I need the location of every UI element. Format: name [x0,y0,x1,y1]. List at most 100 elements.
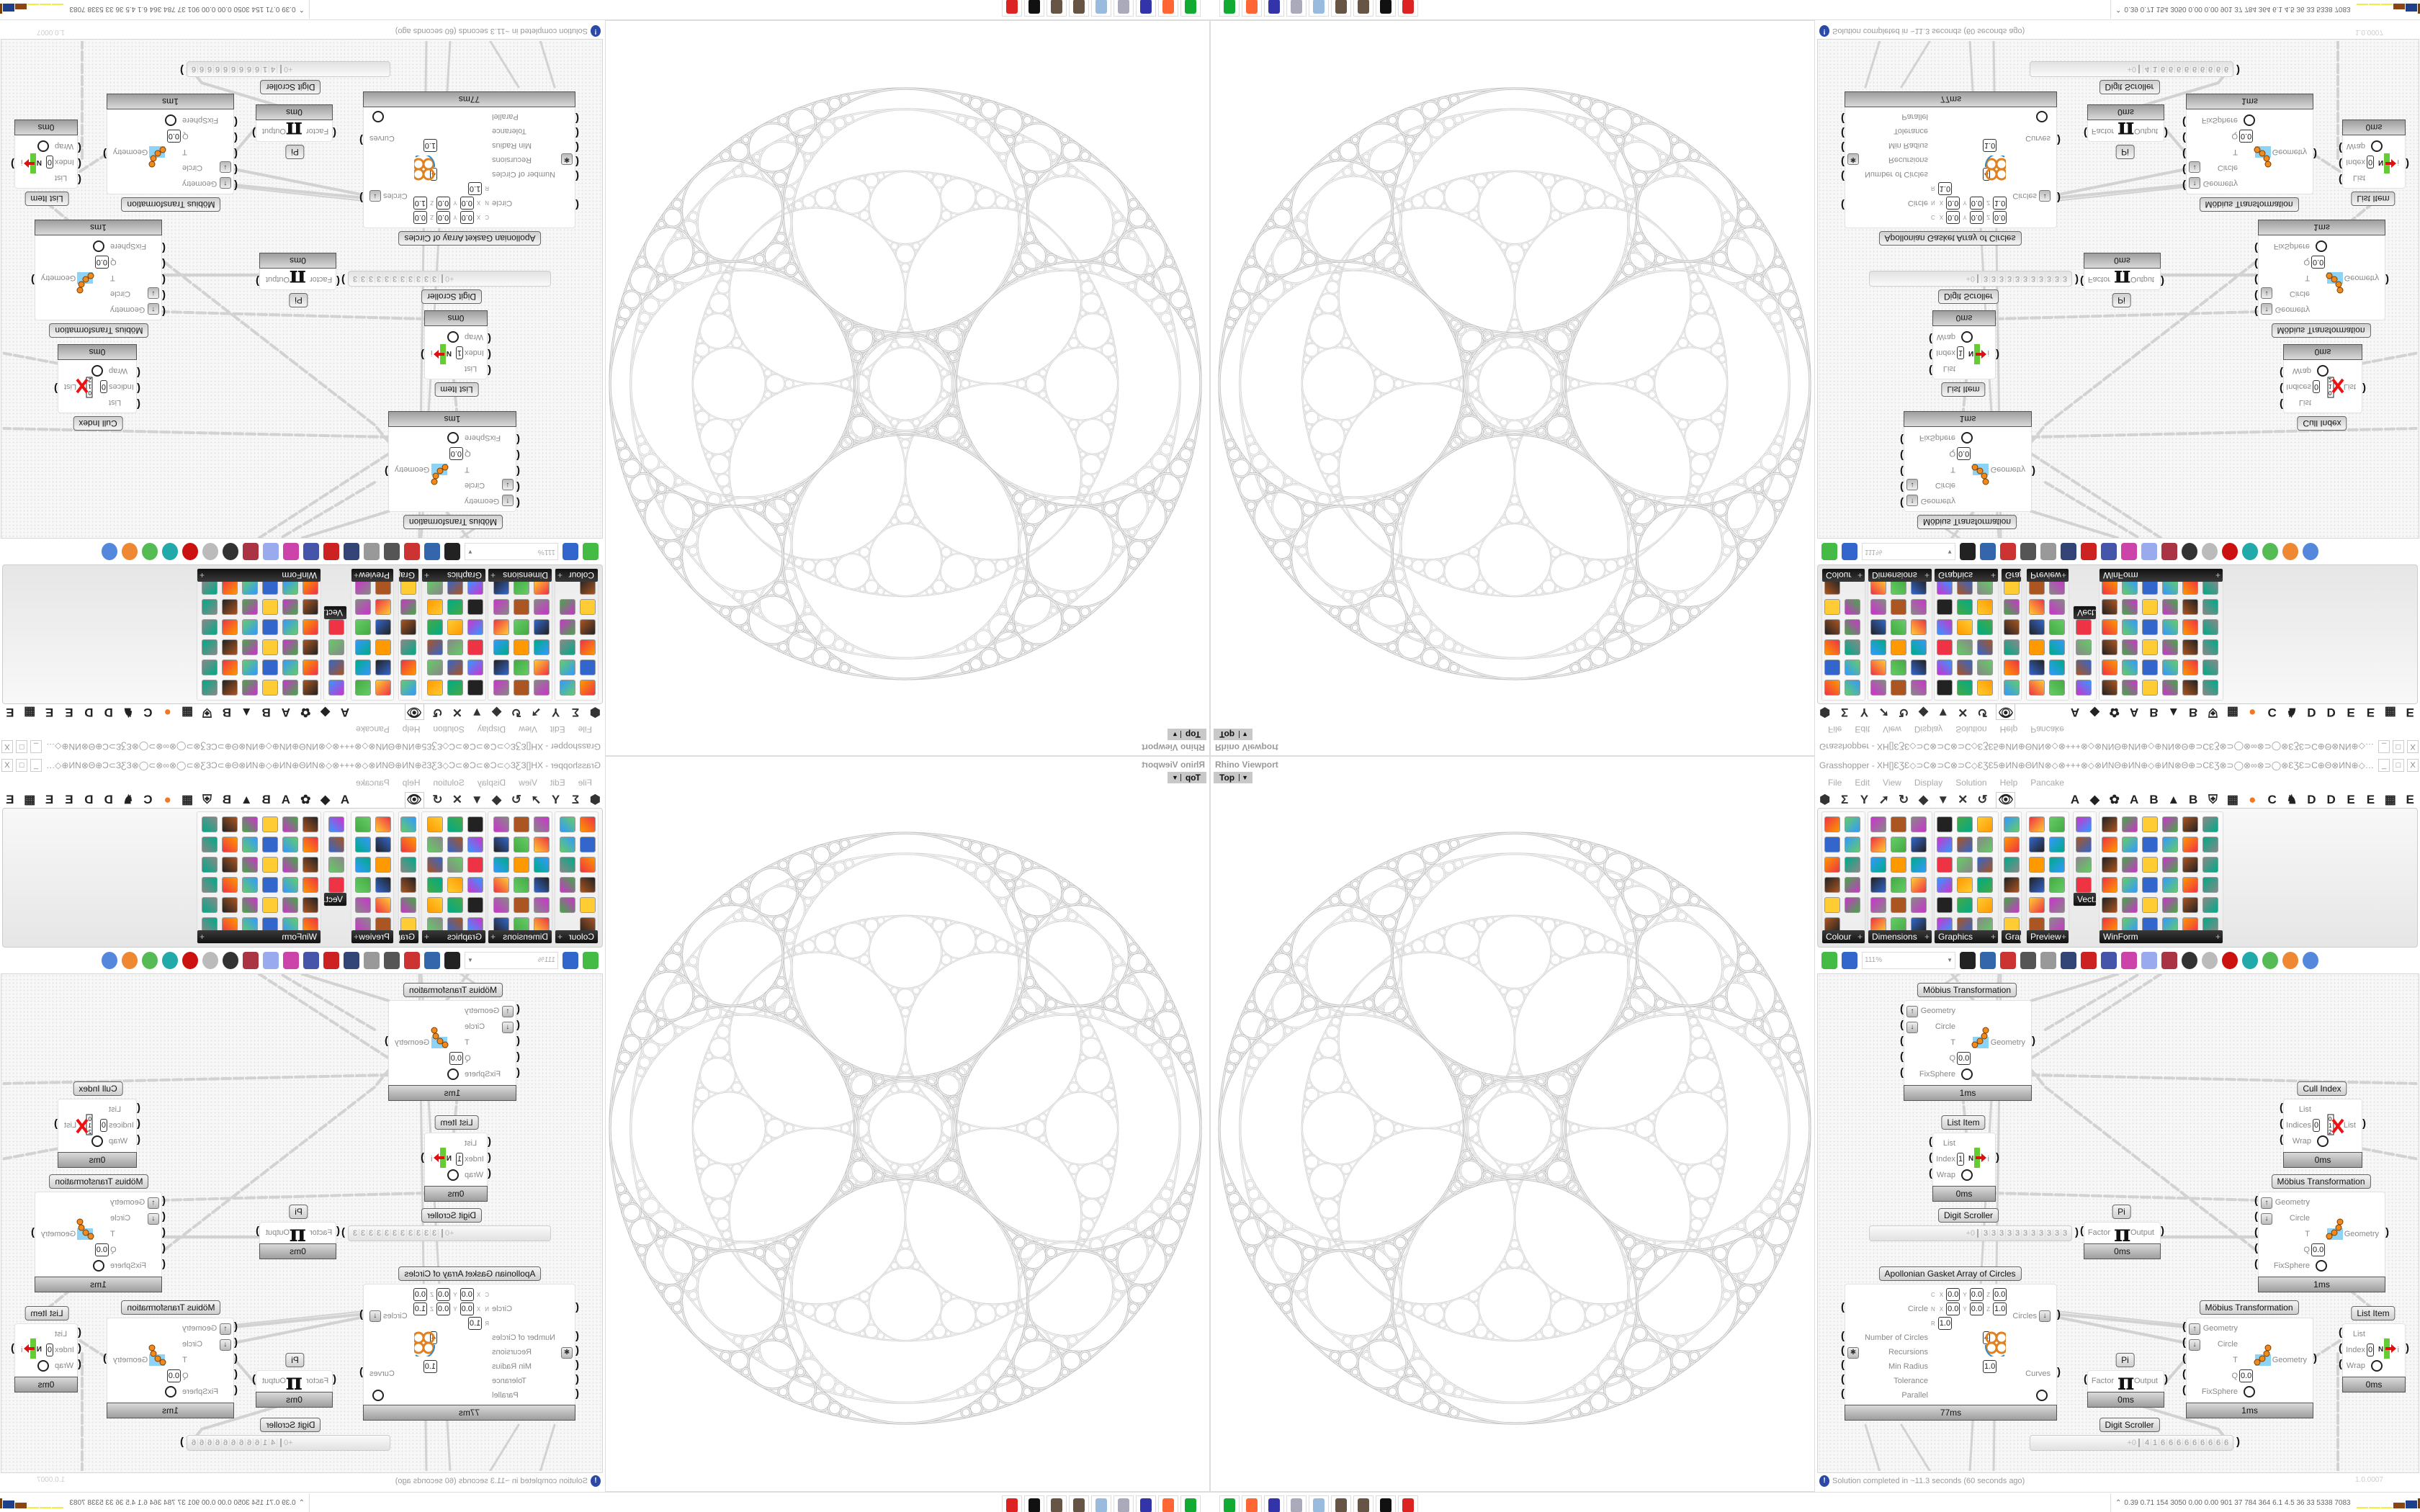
component-icon[interactable] [302,877,318,893]
firefox-icon[interactable] [1158,1495,1178,1512]
tab-11[interactable]: ◆ [2089,706,2099,719]
ribbon-group-label[interactable]: WinForm + [2099,569,2223,582]
search-icon[interactable] [2101,952,2117,969]
component-title[interactable]: Pi [2112,293,2131,307]
tab-9[interactable]: 👁 [404,791,424,809]
tab-12[interactable]: ✿ [2109,706,2120,719]
scroller-digit[interactable]: 6 [238,65,246,73]
bulb-icon[interactable] [263,543,279,560]
value-box[interactable]: 1.0 [467,1317,483,1330]
input-port[interactable]: ( [2182,163,2186,176]
teal-surface-icon[interactable] [162,952,178,969]
output-port[interactable]: ) [341,1226,345,1238]
chevron-down-icon[interactable]: ▼ [1239,731,1249,738]
value-box[interactable]: 0 [2367,1344,2375,1356]
component-icon[interactable] [1957,619,1973,635]
mobius-component[interactable]: (Geometry ↑(Circle ↓(T(Q 0.0(FixSphere Geome… [2254,1192,2389,1292]
value-box[interactable]: 1.0 [467,182,483,195]
tab-21[interactable]: ♞ [2286,793,2298,806]
asterisk-icon[interactable]: ✱ [1847,153,1859,165]
output-port[interactable]: ) [359,1308,363,1320]
value-box[interactable]: 0.0 [460,1288,474,1301]
component-icon[interactable] [2122,897,2138,913]
zoom-extents-icon[interactable] [1960,543,1976,560]
list-item-component[interactable]: (List(Index 0(Wrap i) N 0ms [2339,120,2409,189]
digit-scroller-title[interactable]: Digit Scroller [1937,1208,1999,1223]
menu-item-display[interactable]: Display [477,724,506,734]
output-port[interactable]: ) [2032,465,2035,477]
arrow-up-icon[interactable]: ↑ [1906,495,1918,506]
expand-plus-icon[interactable]: + [424,570,430,580]
chevron-down-icon[interactable]: ▼ [1171,774,1181,781]
wolf-icon[interactable] [1024,1495,1044,1512]
component-icon[interactable] [222,599,238,615]
input-port[interactable]: ( [336,275,340,287]
component-icon[interactable] [514,639,529,655]
toggle-circle-icon[interactable] [2244,114,2255,126]
tab-12[interactable]: ✿ [300,793,311,806]
component-icon[interactable] [427,837,443,852]
gha-icon[interactable] [344,543,359,560]
input-port[interactable]: ( [162,1242,166,1254]
twist-icon[interactable] [2161,543,2177,560]
twist-icon[interactable] [2161,952,2177,969]
scroller-digit[interactable]: 3 [351,1229,359,1238]
scroller-digit[interactable]: 6 [214,65,222,73]
green-app-icon[interactable] [1219,1495,1240,1512]
component-icon[interactable] [2182,816,2198,832]
scroller-digit[interactable]: 4 [269,1439,277,1447]
component-icon[interactable] [1870,660,1886,675]
component-icon[interactable] [427,897,443,913]
tab-3[interactable]: ➚ [531,706,542,719]
tab-13[interactable]: A [281,793,291,806]
component-icon[interactable] [1891,837,1906,852]
rhino-viewport[interactable]: Rhino Viewport Top ▼ [605,20,1210,756]
close-button[interactable]: X [1,740,13,753]
component-icon[interactable] [1957,660,1973,675]
component-icon[interactable] [427,680,443,696]
scroller-digit[interactable]: 3 [1981,274,1989,283]
input-port[interactable]: ( [2182,116,2186,128]
input-port[interactable]: ( [333,1373,336,1385]
gha-icon[interactable] [2061,543,2076,560]
expand-plus-icon[interactable]: + [354,570,359,580]
arrow-down-icon[interactable]: ↓ [148,1213,159,1225]
component-icon[interactable] [447,619,463,635]
component-icon[interactable] [493,877,509,893]
tab-11[interactable]: ◆ [321,706,331,719]
component-icon[interactable] [2202,897,2218,913]
input-port[interactable]: ( [516,1066,520,1079]
component-icon[interactable] [2202,619,2218,635]
toggle-circle-icon[interactable] [2244,1386,2255,1398]
input-port[interactable]: ( [137,366,140,379]
component-icon[interactable] [2076,639,2092,655]
input-port[interactable]: ( [1841,127,1845,139]
mobius-component[interactable]: (Geometry ↑(Circle ↓(T(Q 0.0(FixSphere Geome… [103,94,238,194]
scroller-digit[interactable]: 6 [190,65,198,73]
value-box[interactable]: 0.0 [166,1369,181,1382]
input-port[interactable]: ( [575,170,579,182]
mobius-component[interactable]: (Geometry ↑(Circle ↓(T(Q 0.0(FixSphere Geome… [103,1318,238,1418]
component-title[interactable]: Apollonian Gasket Array of Circles [1878,231,2022,246]
component-icon[interactable] [355,897,371,913]
input-port[interactable]: ( [516,1050,520,1063]
input-port[interactable]: ( [78,142,81,154]
input-port[interactable]: ( [162,242,166,254]
component-icon[interactable] [2202,639,2218,655]
mobius-component[interactable]: (Geometry ↑(Circle ↓(T(Q 0.0(FixSphere Geome… [31,1192,166,1292]
input-port[interactable]: ( [2280,398,2283,410]
component-icon[interactable] [2102,857,2118,873]
scroller-digit[interactable]: 6 [230,65,238,73]
input-port[interactable]: ( [137,1133,140,1146]
component-title[interactable]: Möbius Transformation [403,983,503,997]
component-icon[interactable] [222,857,238,873]
minimize-button[interactable]: _ [2378,759,2390,772]
component-icon[interactable] [2202,599,2218,615]
ribbon-group-label[interactable]: Dimensions + [1868,930,1932,943]
output-port[interactable]: ) [341,274,345,286]
scroller-digit[interactable]: 3 [2053,274,2061,283]
scroller-digit[interactable]: 3 [1997,274,2005,283]
value-box[interactable]: 1.0 [1983,1360,1997,1373]
tab-26[interactable]: ▦ [24,706,36,719]
gha-icon[interactable] [2061,952,2076,969]
